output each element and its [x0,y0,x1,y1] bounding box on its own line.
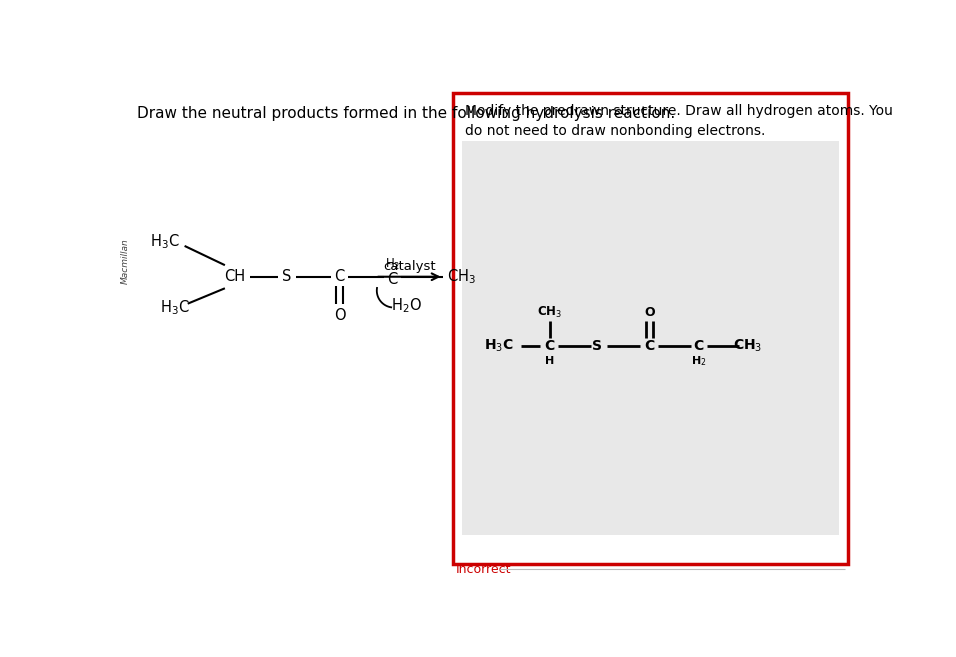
Text: Incorrect: Incorrect [456,563,511,576]
Text: O: O [644,306,655,319]
Text: C: C [545,339,554,353]
Text: S: S [592,339,602,353]
Text: Modify the predrawn structure. Draw all hydrogen atoms. You: Modify the predrawn structure. Draw all … [466,104,893,118]
Text: S: S [282,269,292,284]
Bar [462,141,838,535]
Bar [453,93,848,564]
Text: H: H [545,357,554,367]
Text: C: C [387,271,398,286]
Text: CH$_3$: CH$_3$ [537,305,562,320]
Text: Draw the neutral products formed in the following hydrolysis reaction.: Draw the neutral products formed in the … [137,106,675,121]
Text: catalyst: catalyst [383,260,436,273]
Text: C: C [644,339,655,353]
Text: Macmillan: Macmillan [121,238,130,284]
Text: H$_2$: H$_2$ [384,257,400,272]
Text: H$_3$C: H$_3$C [485,338,514,354]
Text: C: C [335,269,345,284]
Text: C: C [693,339,704,353]
Text: H$_2$O: H$_2$O [391,297,422,315]
Text: H$_2$: H$_2$ [690,355,706,369]
Text: H$_3$C: H$_3$C [150,233,180,252]
Text: CH: CH [224,269,245,284]
Text: CH$_3$: CH$_3$ [732,338,762,354]
Text: H$_3$C: H$_3$C [160,298,189,317]
Text: CH$_3$: CH$_3$ [446,267,475,286]
Text: do not need to draw nonbonding electrons.: do not need to draw nonbonding electrons… [466,124,766,138]
Text: O: O [334,307,345,323]
